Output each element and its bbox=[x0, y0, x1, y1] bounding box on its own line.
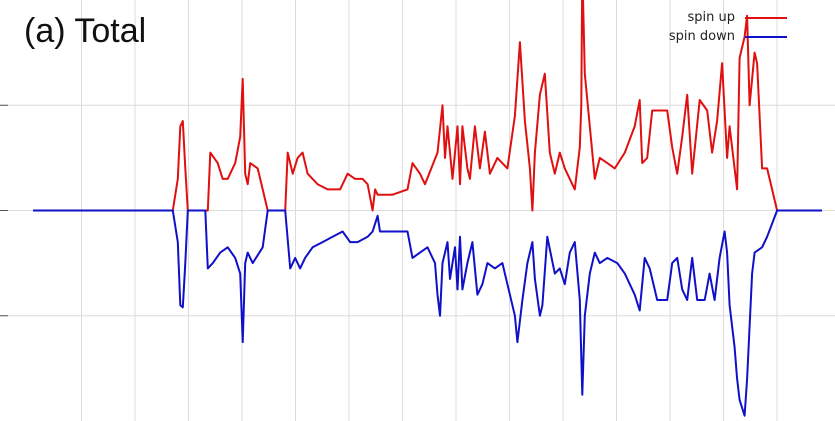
legend-swatch-spin-up bbox=[745, 16, 787, 19]
legend-label-spin-up: spin up bbox=[687, 10, 736, 25]
legend-swatch-spin-down bbox=[745, 35, 787, 38]
series-lines bbox=[33, 0, 822, 417]
series-line-spin-up bbox=[33, 0, 822, 212]
legend-label-spin-down: spin down bbox=[668, 29, 735, 44]
legend-entry-spin-up: spin up bbox=[669, 8, 787, 27]
legend: spin up spin down bbox=[669, 8, 787, 46]
series-line-spin-down bbox=[33, 209, 822, 417]
legend-entry-spin-down: spin down bbox=[669, 27, 787, 46]
chart-title: (a) Total bbox=[24, 12, 147, 50]
y-axis-ticks bbox=[0, 104, 8, 317]
